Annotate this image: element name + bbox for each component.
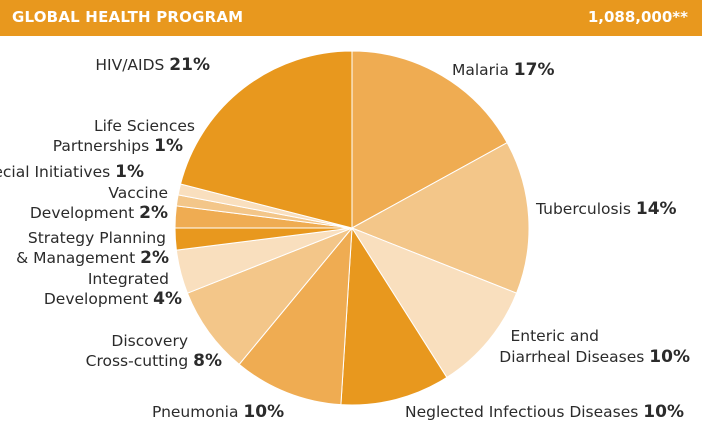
slice-name: Tuberculosis [535, 200, 636, 218]
label-tuberculosis: Tuberculosis 14% [535, 199, 677, 219]
slice-name: Neglected Infectious Diseases [405, 403, 643, 421]
slice-name-line: Cross-cutting 8% [86, 351, 222, 371]
slice-name-line: Development 4% [44, 289, 182, 309]
slice-percent: 1% [115, 162, 144, 182]
slice-name-line: & Management 2% [16, 248, 169, 268]
slice-name-line: Enteric and [510, 327, 599, 345]
label-malaria: Malaria 17% [452, 60, 554, 80]
slice-name-line: Partnerships 1% [53, 136, 183, 156]
slice-percent: 17% [514, 60, 555, 80]
slice-name: Pneumonia [152, 403, 243, 421]
slice-name: HIV/AIDS [95, 56, 169, 74]
slice-label-tuberculosis: Tuberculosis 14% [535, 199, 677, 219]
slice-percent: 4% [153, 289, 182, 309]
slice-name: Cross-cutting [86, 352, 193, 370]
chart-title: GLOBAL HEALTH PROGRAM [12, 8, 244, 26]
slice-label-hiv-aids: HIV/AIDS 21% [95, 55, 210, 75]
slice-name: Development [30, 204, 139, 222]
pie-slice-tuberculosis [350, 142, 530, 294]
slice-label-pneumonia: Pneumonia 10% [152, 402, 284, 422]
slice-percent: 21% [169, 55, 210, 75]
slice-name: Development [44, 290, 153, 308]
slice-label-malaria: Malaria 17% [452, 60, 554, 80]
slice-name-line: Development 2% [30, 203, 168, 223]
slice-name: Partnerships [53, 137, 154, 155]
pie-slice-discovery-cross-cutting [186, 227, 353, 366]
pie-slice-pneumonia [238, 226, 353, 406]
slice-name-line: Life Sciences [94, 117, 195, 135]
slice-name: Special Initiatives [0, 163, 115, 181]
slice-percent: 1% [154, 136, 183, 156]
pie-slice-hiv-aids [179, 50, 353, 229]
label-pneumonia: Pneumonia 10% [152, 402, 284, 422]
slice-name-line: Discovery [111, 332, 188, 350]
pie-slice-neglected-infectious-diseases [340, 226, 448, 406]
slice-name-line: Diarrheal Diseases 10% [499, 347, 690, 367]
slice-name: Diarrheal Diseases [499, 348, 649, 366]
slice-percent: 8% [193, 351, 222, 371]
slice-label-special-initiatives: Special Initiatives 1% [0, 162, 144, 182]
pie-slices [174, 50, 530, 406]
slice-percent: 10% [649, 347, 690, 367]
slice-label-neglected-infectious-diseases: Neglected Infectious Diseases 10% [405, 402, 684, 422]
label-special-initiatives: Special Initiatives 1% [0, 162, 144, 182]
pie-slice-malaria [351, 50, 508, 229]
pie-labels: Malaria 17% Tuberculosis 14% Enteric and Di… [0, 55, 690, 422]
label-hiv-aids: HIV/AIDS 21% [95, 55, 210, 75]
slice-name: & Management [16, 249, 140, 267]
pie-slice-enteric-and-diarrheal-diseases [350, 226, 518, 379]
slice-percent: 2% [139, 203, 168, 223]
slice-percent: 14% [636, 199, 677, 219]
slice-name-line: Integrated [88, 270, 169, 288]
slice-percent: 2% [140, 248, 169, 268]
label-neglected-infectious-diseases: Neglected Infectious Diseases 10% [405, 402, 684, 422]
slice-name-line: Strategy Planning [28, 229, 166, 247]
slice-name: Malaria [452, 61, 514, 79]
label-enteric-and-diarrheal-diseases: Enteric and Diarrheal Diseases 10% [499, 327, 690, 367]
program-total: 1,088,000** [587, 8, 688, 26]
slice-name-line: Vaccine [108, 184, 168, 202]
chart-header: GLOBAL HEALTH PROGRAM 1,088,000** [0, 0, 702, 36]
slice-percent: 10% [643, 402, 684, 422]
slice-percent: 10% [243, 402, 284, 422]
label-strategy-planning-management: Strategy Planning& Management 2% [16, 229, 169, 268]
